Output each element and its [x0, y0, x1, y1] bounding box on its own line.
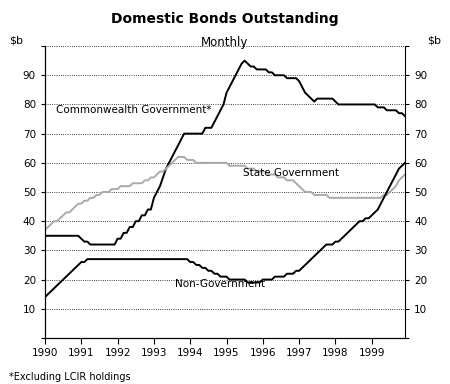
Text: Non-Government: Non-Government: [175, 279, 265, 289]
Text: State Government: State Government: [243, 168, 339, 178]
Text: Domestic Bonds Outstanding: Domestic Bonds Outstanding: [111, 12, 339, 25]
Text: $b: $b: [427, 35, 441, 45]
Text: *Excluding LCIR holdings: *Excluding LCIR holdings: [9, 372, 130, 382]
Text: Monthly: Monthly: [201, 36, 249, 50]
Text: Commonwealth Government*: Commonwealth Government*: [56, 105, 212, 115]
Text: $b: $b: [9, 35, 23, 45]
